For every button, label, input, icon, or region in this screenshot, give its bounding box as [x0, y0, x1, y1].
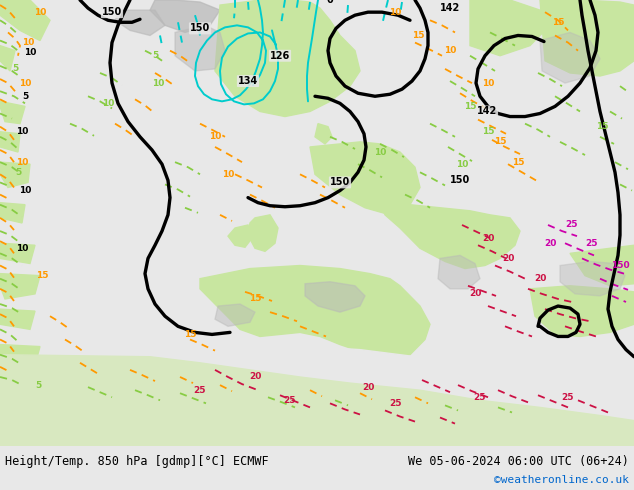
- Text: 5: 5: [12, 64, 18, 74]
- Polygon shape: [0, 203, 25, 223]
- Text: 15: 15: [482, 127, 495, 136]
- Polygon shape: [570, 245, 634, 286]
- Polygon shape: [0, 273, 40, 299]
- Text: 0: 0: [327, 0, 333, 5]
- Text: 150: 150: [330, 177, 350, 187]
- Text: 15: 15: [411, 31, 424, 40]
- Text: We 05-06-2024 06:00 UTC (06+24): We 05-06-2024 06:00 UTC (06+24): [408, 455, 629, 468]
- Text: 10: 10: [222, 170, 234, 179]
- Text: 10: 10: [16, 244, 28, 253]
- Text: 10: 10: [22, 38, 34, 47]
- Polygon shape: [150, 0, 220, 32]
- Text: 142: 142: [440, 3, 460, 13]
- Text: 10: 10: [374, 147, 386, 156]
- Text: 10: 10: [19, 78, 31, 88]
- Text: 25: 25: [474, 393, 486, 402]
- Text: 20: 20: [362, 383, 374, 392]
- Text: 134: 134: [238, 76, 258, 86]
- Text: 10: 10: [209, 132, 221, 141]
- Polygon shape: [530, 286, 634, 337]
- Text: 20: 20: [502, 254, 514, 263]
- Polygon shape: [228, 225, 252, 247]
- Polygon shape: [0, 309, 35, 329]
- Polygon shape: [380, 203, 520, 269]
- Text: 25: 25: [389, 399, 401, 408]
- Text: 15: 15: [596, 122, 608, 131]
- Text: 20: 20: [249, 372, 261, 382]
- Text: 25: 25: [284, 396, 296, 405]
- Text: 142: 142: [477, 106, 497, 117]
- Text: 10: 10: [34, 8, 46, 17]
- Text: 150: 150: [190, 24, 210, 33]
- Text: 10: 10: [19, 186, 31, 195]
- Text: 10: 10: [16, 127, 28, 136]
- Polygon shape: [0, 0, 50, 41]
- Text: 20: 20: [482, 234, 494, 243]
- Text: 15: 15: [552, 18, 564, 27]
- Polygon shape: [0, 355, 634, 446]
- Text: 5: 5: [15, 168, 21, 177]
- Text: 10: 10: [482, 78, 494, 88]
- Polygon shape: [0, 132, 20, 152]
- Polygon shape: [0, 46, 15, 71]
- Text: 15: 15: [512, 158, 524, 167]
- Polygon shape: [310, 142, 420, 215]
- Text: 10: 10: [102, 99, 114, 108]
- Polygon shape: [175, 25, 225, 71]
- Polygon shape: [560, 262, 625, 296]
- Text: 10: 10: [16, 158, 28, 167]
- Text: 25: 25: [586, 239, 598, 248]
- Polygon shape: [200, 266, 430, 360]
- Text: 150: 150: [450, 175, 470, 185]
- Text: 5: 5: [22, 92, 28, 101]
- Text: 10: 10: [389, 8, 401, 17]
- Polygon shape: [540, 32, 600, 83]
- Polygon shape: [470, 0, 545, 56]
- Text: 20: 20: [469, 290, 481, 298]
- Text: ©weatheronline.co.uk: ©weatheronline.co.uk: [494, 475, 629, 485]
- Text: 15: 15: [463, 102, 476, 111]
- Text: 20: 20: [534, 274, 546, 283]
- Polygon shape: [315, 123, 332, 144]
- Polygon shape: [540, 0, 634, 76]
- Polygon shape: [248, 215, 278, 251]
- Polygon shape: [0, 344, 40, 365]
- Polygon shape: [115, 10, 165, 35]
- Polygon shape: [215, 304, 255, 326]
- Text: 15: 15: [249, 294, 261, 303]
- Text: 126: 126: [270, 51, 290, 61]
- Polygon shape: [215, 0, 360, 117]
- Polygon shape: [305, 282, 365, 312]
- Text: 15: 15: [494, 137, 507, 147]
- Text: 10: 10: [24, 48, 36, 57]
- Text: 10: 10: [456, 160, 468, 169]
- Polygon shape: [0, 101, 25, 123]
- Text: 25: 25: [566, 220, 578, 229]
- Polygon shape: [0, 243, 35, 264]
- Text: 5: 5: [35, 381, 41, 390]
- Text: 150: 150: [102, 7, 122, 17]
- Polygon shape: [438, 255, 480, 289]
- Text: 5: 5: [152, 51, 158, 60]
- Text: 10: 10: [152, 78, 164, 88]
- Text: 25: 25: [562, 393, 574, 402]
- Polygon shape: [195, 337, 555, 400]
- Text: 25: 25: [194, 386, 206, 394]
- Polygon shape: [0, 375, 50, 397]
- Polygon shape: [0, 162, 30, 188]
- Text: 150: 150: [611, 261, 630, 270]
- Text: 20: 20: [544, 239, 556, 248]
- Text: 15: 15: [184, 330, 197, 339]
- Text: Height/Temp. 850 hPa [gdmp][°C] ECMWF: Height/Temp. 850 hPa [gdmp][°C] ECMWF: [5, 455, 269, 468]
- Text: 15: 15: [36, 271, 48, 280]
- Text: 10: 10: [444, 46, 456, 55]
